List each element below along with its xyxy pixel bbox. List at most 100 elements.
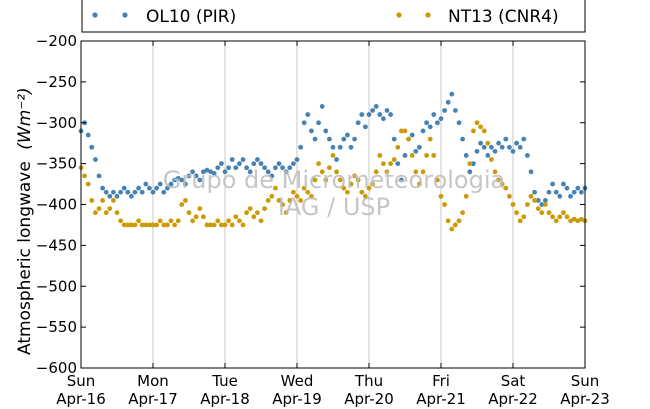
y-axis: −200 −250 −300 −350 −400 −450 −500 −550 −600 (36, 32, 585, 377)
data-point (136, 185, 142, 191)
series-0 (78, 91, 588, 207)
data-point (312, 136, 318, 142)
data-point (359, 189, 365, 195)
data-point (161, 222, 167, 228)
data-point (219, 161, 224, 167)
data-point (100, 185, 105, 191)
data-point (168, 218, 174, 224)
data-point (208, 222, 214, 228)
data-point (222, 169, 228, 175)
y-tick-label: −350 (36, 155, 77, 173)
data-point (118, 189, 123, 195)
data-point (305, 189, 311, 195)
data-point (190, 169, 196, 175)
x-tick-label-date: Apr-19 (272, 390, 322, 408)
data-point (107, 206, 113, 211)
data-point (204, 222, 210, 228)
data-point (276, 161, 282, 167)
series-1 (78, 120, 588, 232)
data-point (132, 222, 138, 228)
data-point (219, 222, 224, 228)
data-point (388, 161, 393, 167)
data-point (319, 104, 325, 109)
data-point (485, 153, 491, 158)
data-point (575, 185, 581, 191)
x-axis: SunApr-16MonApr-17TueApr-18WedApr-19ThuA… (56, 41, 610, 408)
data-point (323, 177, 329, 183)
data-point (550, 214, 555, 220)
y-axis-label-units: (Wm⁻²) (15, 87, 35, 149)
data-point (323, 128, 329, 134)
data-point (409, 132, 415, 138)
data-point (229, 157, 235, 162)
x-tick-label-day: Mon (137, 372, 169, 390)
data-point (489, 157, 494, 162)
data-point (463, 193, 469, 199)
data-point (175, 175, 181, 181)
data-point (467, 169, 473, 175)
y-tick-label: −250 (36, 73, 77, 91)
data-point (143, 222, 149, 228)
data-point (420, 169, 426, 175)
y-tick-label: −200 (36, 32, 77, 50)
data-point (528, 193, 534, 199)
x-tick-label-day: Sat (501, 372, 526, 390)
data-point (474, 120, 480, 126)
data-point (438, 116, 444, 122)
data-point (471, 161, 476, 167)
data-point (103, 210, 109, 216)
data-point (395, 144, 401, 150)
data-point (147, 222, 152, 228)
data-point (435, 177, 440, 183)
data-point (424, 120, 429, 126)
data-point (532, 189, 537, 195)
data-point (453, 222, 458, 228)
data-point (309, 193, 314, 199)
data-point (384, 169, 390, 175)
data-point (355, 120, 361, 126)
data-point (442, 202, 447, 207)
data-point (557, 193, 563, 199)
y-tick-label: −450 (36, 236, 77, 254)
data-point (175, 218, 181, 224)
data-point (161, 189, 167, 195)
data-point (517, 144, 523, 150)
data-point (510, 202, 516, 207)
data-point (449, 226, 455, 232)
data-point (417, 181, 422, 187)
data-point (481, 128, 487, 134)
data-point (384, 108, 390, 113)
data-point (89, 144, 95, 150)
legend-marker-ol10-right (122, 12, 128, 18)
data-point (316, 120, 321, 126)
data-point (431, 153, 437, 158)
data-point (363, 193, 368, 199)
data-point (269, 173, 275, 179)
data-point (449, 91, 455, 97)
data-point (147, 185, 152, 191)
data-point (100, 198, 105, 203)
data-point (229, 222, 235, 228)
data-point (208, 169, 214, 175)
data-point (370, 108, 375, 113)
data-point (186, 173, 192, 179)
x-tick-label-date: Apr-17 (128, 390, 178, 408)
data-point (111, 189, 116, 195)
data-point (237, 161, 242, 167)
data-point (193, 214, 199, 220)
data-point (93, 210, 98, 216)
x-tick-label-date: Apr-23 (560, 390, 610, 408)
data-point (399, 177, 404, 183)
data-point (406, 136, 411, 142)
data-point (251, 161, 257, 167)
data-point (255, 157, 260, 162)
data-point (463, 153, 469, 158)
data-point (453, 108, 458, 113)
y-tick-label: −300 (36, 114, 77, 132)
data-point (337, 177, 343, 183)
data-point (215, 165, 221, 171)
data-point (546, 210, 552, 216)
data-point (456, 218, 462, 224)
data-point (381, 116, 386, 122)
